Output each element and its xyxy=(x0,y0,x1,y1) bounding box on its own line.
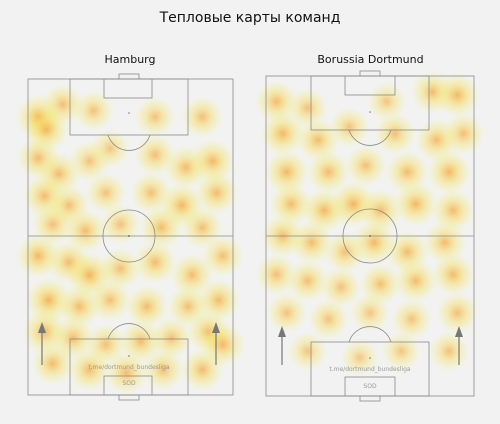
heat-blob xyxy=(426,149,472,195)
heat-blob xyxy=(142,348,185,391)
page-title: Тепловые карты команд xyxy=(159,10,341,26)
heat-blob xyxy=(67,347,112,392)
heat-blob xyxy=(434,72,480,118)
heat-blob xyxy=(428,330,470,372)
heat-blob xyxy=(90,128,130,169)
heat-blob xyxy=(88,279,132,322)
heat-blob xyxy=(266,292,308,334)
heat-blob xyxy=(289,220,334,265)
heat-blob xyxy=(328,106,370,148)
pitch-lines-dortmund xyxy=(265,70,475,402)
watermark-logo: SOD xyxy=(122,380,136,387)
heat-blob xyxy=(320,266,362,308)
team-name-dortmund: Borussia Dortmund xyxy=(317,53,424,66)
heat-blob xyxy=(194,170,239,215)
attack-arrow-right xyxy=(455,326,463,365)
heat-blob xyxy=(431,252,476,297)
watermark-link: t.me/dortmund_bundesliga xyxy=(329,366,411,373)
heat-blob xyxy=(350,292,390,333)
heat-blob xyxy=(99,203,141,245)
heat-blob xyxy=(393,181,439,227)
heat-blob xyxy=(381,331,422,372)
heat-blob xyxy=(442,112,485,155)
attack-arrow-left xyxy=(278,326,286,365)
watermark-logo: SOD xyxy=(363,383,377,390)
heat-blob xyxy=(306,150,351,194)
heat-blob xyxy=(85,172,127,214)
heat-blob xyxy=(30,341,75,386)
heat-blob xyxy=(181,95,224,139)
heat-blob xyxy=(201,234,244,278)
team-name-hamburg: Hamburg xyxy=(104,53,156,66)
heat-blob xyxy=(373,112,417,155)
watermark-link: t.me/dortmund_bundesliga xyxy=(88,364,170,371)
heat-layer-dortmund xyxy=(254,70,485,377)
heat-blob xyxy=(200,322,246,367)
heat-blob xyxy=(134,96,176,138)
heat-blob xyxy=(264,149,310,195)
heat-blob xyxy=(344,144,388,187)
heat-blob xyxy=(139,205,184,250)
heat-blob xyxy=(73,90,115,132)
heat-blob xyxy=(391,298,433,340)
heat-blob xyxy=(366,81,407,122)
heat-blob xyxy=(104,351,149,395)
heat-blob xyxy=(125,284,169,329)
heat-blob xyxy=(287,331,328,372)
attack-arrow-left xyxy=(38,322,46,365)
heat-blob xyxy=(133,240,177,285)
heat-blob xyxy=(260,111,306,156)
heat-blob xyxy=(286,259,329,302)
pitch-hamburg: t.me/dortmund_bundesliga SOD xyxy=(15,73,246,401)
heat-layer-hamburg xyxy=(15,83,246,395)
attack-arrow-right xyxy=(212,322,220,365)
pitch-lines-hamburg xyxy=(27,73,234,401)
pitch-dortmund: t.me/dortmund_bundesliga SOD xyxy=(254,70,485,402)
heat-blob xyxy=(340,338,379,377)
heat-blob xyxy=(436,291,479,334)
heat-blob xyxy=(307,298,349,340)
heat-blob xyxy=(393,259,438,303)
heat-blob xyxy=(351,220,397,265)
